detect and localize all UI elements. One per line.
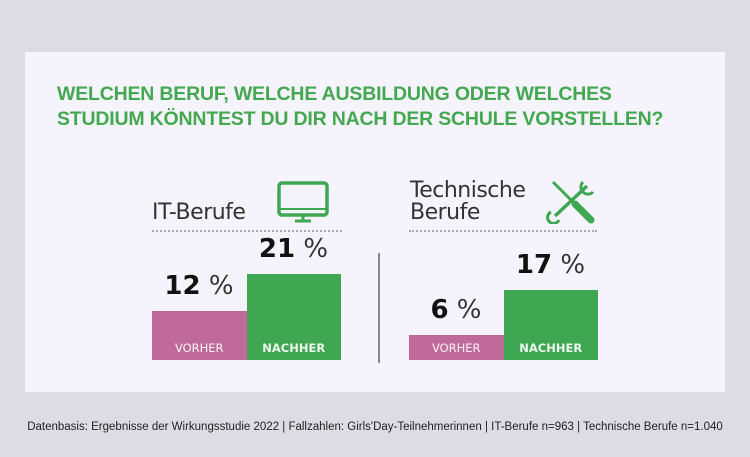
bar-nachher: NACHHER — [503, 290, 598, 360]
title-line-1: WELCHEN BERUF, WELCHE AUSBILDUNG ODER WE… — [57, 83, 612, 105]
bar-category-label: NACHHER — [262, 341, 326, 355]
group-title-it: IT-Berufe — [152, 200, 246, 225]
bar-category-label: NACHHER — [519, 341, 583, 355]
divider-tech — [409, 230, 597, 232]
monitor-icon — [277, 181, 329, 223]
bar-value-label: 6 % — [430, 295, 482, 326]
group-separator — [378, 253, 380, 363]
bar-category-label: VORHER — [431, 341, 481, 355]
bar-value-label: 17 % — [515, 250, 586, 281]
divider-it — [152, 230, 342, 232]
group-title-tech-line-1: Technische — [410, 178, 526, 203]
bar-nachher: NACHHER — [246, 273, 341, 360]
wrench-screwdriver-icon — [546, 180, 595, 224]
footer-note: Datenbasis: Ergebnisse der Wirkungsstudi… — [27, 421, 723, 433]
bar-category-label: VORHER — [174, 341, 224, 355]
group-title-tech-line-2: Berufe — [410, 200, 480, 225]
bar-value-label: 21 % — [258, 233, 329, 264]
group-title-tech: Technische Berufe — [410, 178, 526, 225]
bar-vorher: VORHER — [409, 335, 504, 360]
chart-card — [25, 52, 725, 392]
bar-vorher: VORHER — [152, 310, 247, 360]
chart-title: WELCHEN BERUF, WELCHE AUSBILDUNG ODER WE… — [57, 82, 663, 132]
bar-value-label: 12 % — [164, 270, 234, 301]
title-line-2: STUDIUM KÖNNTEST DU DIR NACH DER SCHULE … — [57, 108, 664, 130]
